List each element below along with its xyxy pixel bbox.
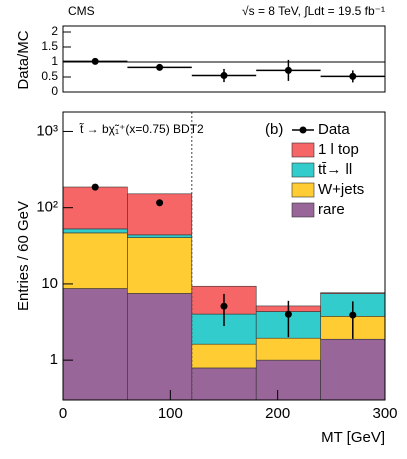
y-axis-label: Entries / 60 GeV xyxy=(15,201,32,311)
data-point xyxy=(349,311,357,319)
stack-segment xyxy=(255,359,321,401)
ratio-point xyxy=(220,72,228,79)
legend-swatch xyxy=(291,182,315,198)
experiment-label: CMS xyxy=(68,4,95,18)
stack-segment xyxy=(127,237,193,294)
ratio-point xyxy=(156,63,164,71)
ratio-frame xyxy=(62,25,386,93)
y-tick-label: 10 xyxy=(41,275,58,292)
energy-label: √s = 8 TeV, ∫Ldt = 19.5 fb⁻¹ xyxy=(242,4,385,18)
x-tick-label: 300 xyxy=(372,405,397,422)
stack-segment xyxy=(62,228,128,234)
y-tick-label: 2 xyxy=(51,24,58,38)
stack-segment xyxy=(62,232,128,289)
y-tick-label: 1.5 xyxy=(41,39,58,53)
data-point xyxy=(91,183,99,191)
ratio-y-label: Data/MC xyxy=(15,30,32,89)
y-tick-label: 1 xyxy=(51,54,58,68)
y-tick-label: 10³ xyxy=(36,122,58,139)
legend-label: W+jets xyxy=(318,181,364,198)
ratio-point xyxy=(284,66,292,74)
x-tick-label: 0 xyxy=(59,405,67,422)
main-frame xyxy=(62,111,386,401)
y-tick-label: 1 xyxy=(50,351,58,368)
stack-segment xyxy=(191,367,257,401)
y-tick-label: 0 xyxy=(51,84,58,98)
legend-label: rare xyxy=(318,201,345,218)
stack-segment xyxy=(62,186,128,230)
x-tick-label: 200 xyxy=(265,405,290,422)
stack-segment xyxy=(127,234,193,238)
stack-segment xyxy=(320,338,386,401)
legend-data-marker xyxy=(299,126,307,134)
legend-swatch xyxy=(291,162,315,178)
x-tick-label: 100 xyxy=(158,405,183,422)
legend-swatch xyxy=(291,202,315,218)
y-tick-label: 10² xyxy=(36,199,58,216)
legend-label: Data xyxy=(318,121,350,138)
ratio-point xyxy=(91,57,99,65)
stack-segment xyxy=(191,343,257,369)
signal-label: t̃ → bχ̃₁⁺(x=0.75) BDT2 xyxy=(79,122,204,137)
x-axis-label: MT [GeV] xyxy=(321,429,385,446)
stack-segment xyxy=(320,292,386,294)
legend-label: 1 l top xyxy=(318,141,359,158)
stack-segment xyxy=(255,337,321,361)
data-point xyxy=(156,199,164,207)
legend-label: tt̄→ ll xyxy=(318,161,352,178)
stack-segment xyxy=(62,288,128,401)
data-point xyxy=(220,302,228,310)
stack-segment xyxy=(127,293,193,401)
ratio-point xyxy=(349,72,357,80)
y-tick-label: 0.5 xyxy=(41,69,58,83)
legend-swatch xyxy=(291,142,315,158)
data-point xyxy=(284,310,292,318)
panel-label: (b) xyxy=(265,121,283,138)
